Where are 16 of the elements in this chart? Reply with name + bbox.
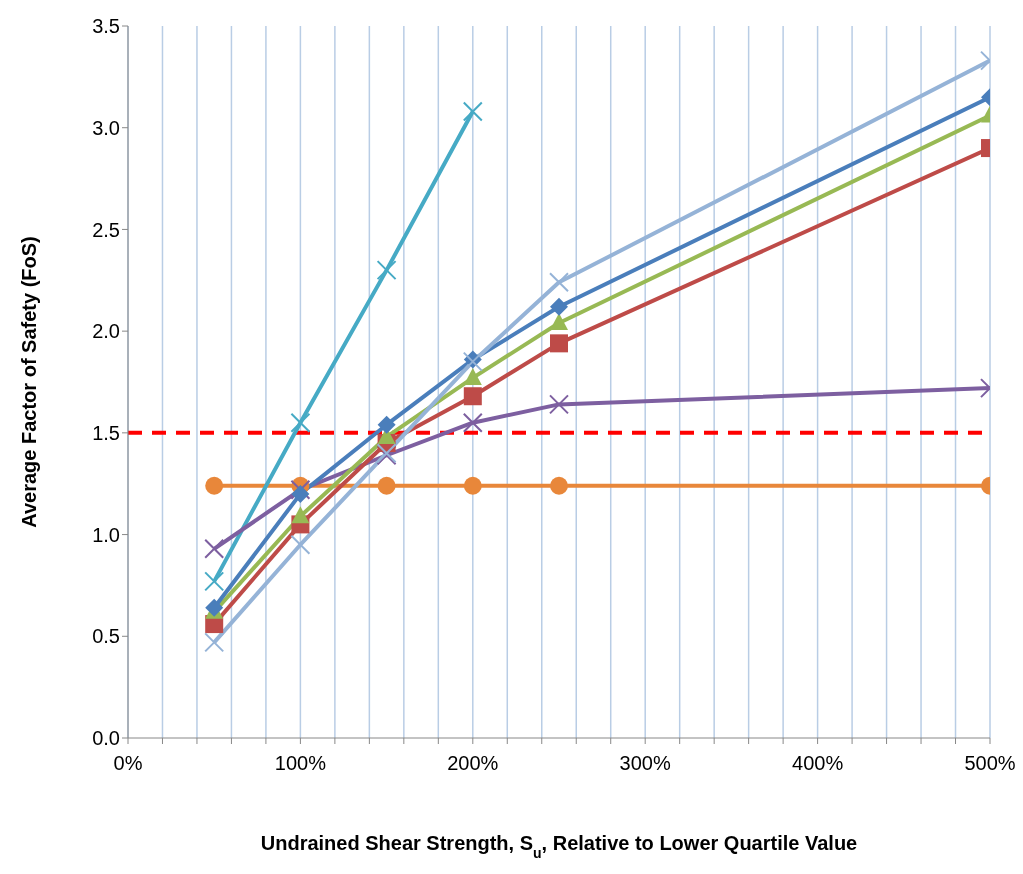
x-axis-title: Undrained Shear Strength, S$_{u}$, Relative to Lower Quartile Value — [260, 832, 858, 861]
x-tick-label: 100% — [274, 752, 327, 775]
y-axis-title: Average Factor of Safety (FoS) — [18, 236, 40, 528]
y-tick-label: 2.5 — [92, 218, 120, 241]
y-tick-label: 0.5 — [92, 625, 120, 648]
x-tick-label: 0% — [113, 752, 143, 775]
y-tick-label: 1.0 — [92, 523, 120, 546]
y-tick-label: 1.5 — [92, 421, 120, 444]
y-tick-label: 2.0 — [92, 320, 120, 343]
y-tick-label: 0.0 — [92, 727, 120, 750]
y-tick-label: 3.0 — [92, 116, 120, 139]
y-tick-label: 3.5 — [92, 15, 120, 38]
x-tick-label: 500% — [964, 752, 1016, 775]
x-tick-label: 200% — [447, 752, 499, 775]
x-tick-label: 300% — [619, 752, 671, 775]
x-tick-label: 400% — [792, 752, 844, 775]
